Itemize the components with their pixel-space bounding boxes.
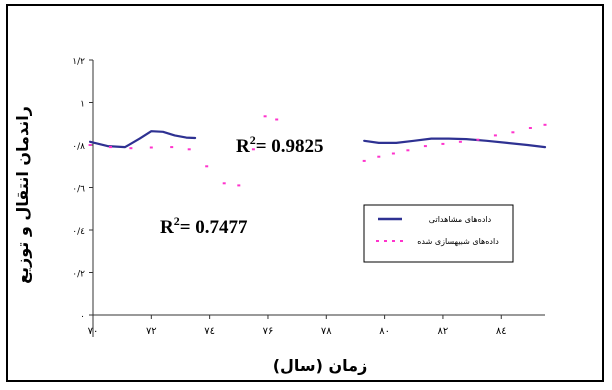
- simulated-point: [423, 145, 427, 148]
- r-squared-annotation-1-sup: 2: [250, 133, 256, 147]
- x-tick-label: ۷۸: [321, 326, 332, 337]
- x-tick-label: ۷۶: [263, 326, 274, 337]
- legend: دادەهای مشاهداتی دادەهای شبیهسازی شده: [363, 204, 514, 263]
- y-tick-label: ۰/۲: [72, 270, 85, 280]
- simulated-point: [109, 146, 112, 149]
- legend-box: [363, 204, 514, 263]
- r-squared-annotation-2: R2= 0.7477: [160, 214, 248, 238]
- x-tick-label: ۸٤: [496, 326, 507, 337]
- simulated-point: [476, 138, 480, 141]
- simulated-point: [406, 149, 410, 152]
- simulated-point: [528, 127, 532, 129]
- series-layer: [88, 115, 547, 187]
- simulated-point: [205, 165, 209, 168]
- x-tick-label: ۸۰: [379, 326, 390, 337]
- simulated-point: [275, 118, 279, 121]
- simulated-point: [129, 147, 133, 150]
- simulated-point: [237, 184, 241, 187]
- simulated-point: [493, 134, 497, 137]
- r-squared-annotation-1: R2= 0.9825: [236, 133, 324, 157]
- x-tick-label: ۷۲: [146, 326, 157, 337]
- simulated-point: [441, 142, 445, 145]
- y-tick-label: ۱: [80, 100, 85, 110]
- r-squared-annotation-1-base: R: [236, 136, 250, 157]
- x-axis-title: زمان (سال): [273, 356, 368, 375]
- observed-series-line-2: [363, 137, 547, 149]
- x-axis-ticks: ۷۰ ۷۲ ۷٤ ۷۶ ۷۸ ۸۰ ۸۲ ۸٤: [88, 315, 507, 337]
- r-squared-annotation-2-text: = 0.7477: [180, 217, 248, 238]
- y-tick-label: ۰: [80, 312, 85, 322]
- observed-series-line-1: [89, 130, 197, 149]
- legend-label-simulated: دادەهای شبیهسازی شده: [417, 237, 499, 246]
- x-tick-label: ۸۲: [438, 326, 449, 337]
- legend-label-observed: دادەهای مشاهداتی: [429, 215, 492, 224]
- y-axis-ticks: ۰ ۰/۲ ۰/٤ ۰/٦ ۰/۸ ۱ ۱/۲: [72, 57, 93, 322]
- y-tick-label: ۰/۸: [72, 142, 85, 152]
- simulated-point: [362, 159, 366, 162]
- simulated-point: [377, 155, 381, 158]
- r-squared-annotation-2-sup: 2: [174, 214, 180, 228]
- y-tick-label: ۱/۲: [72, 57, 85, 67]
- simulated-point: [263, 115, 267, 118]
- x-tick-label: ۷٤: [204, 326, 215, 337]
- y-tick-label: ۰/٤: [72, 227, 85, 237]
- r-squared-annotation-1-text: = 0.9825: [256, 136, 324, 157]
- simulated-point: [222, 182, 226, 185]
- simulated-point: [458, 140, 462, 143]
- simulated-point: [511, 131, 515, 134]
- simulated-point: [170, 146, 174, 149]
- y-tick-label: ۰/٦: [72, 185, 85, 195]
- r-squared-annotation-2-base: R: [160, 217, 174, 238]
- legend-swatch-simulated: [376, 240, 403, 242]
- simulated-point: [251, 148, 255, 151]
- x-tick-label: ۷۰: [88, 326, 99, 337]
- simulated-point: [149, 146, 153, 149]
- y-axis-title: راندمان انتقال و توزیع: [13, 106, 32, 284]
- figure-frame: [6, 4, 604, 382]
- simulated-point: [187, 148, 191, 151]
- simulated-point: [543, 123, 547, 126]
- simulated-point: [391, 152, 395, 155]
- simulated-point: [88, 144, 92, 146]
